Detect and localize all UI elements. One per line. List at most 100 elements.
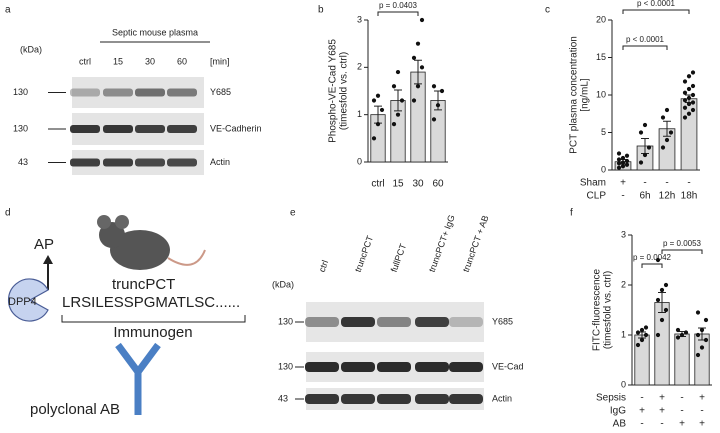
p-value: p < 0.0001 <box>637 0 676 8</box>
blot-label: VE-Cad <box>492 361 524 371</box>
data-point <box>695 310 701 315</box>
data-point <box>643 325 649 330</box>
band <box>103 125 133 133</box>
band <box>167 158 197 167</box>
y-axis-label: FITC-fluorescence <box>592 268 603 351</box>
band <box>135 125 165 133</box>
error-bar <box>394 89 402 112</box>
y-tick-label: 1 <box>357 109 362 119</box>
band <box>377 362 411 372</box>
p-value: p = 0.0403 <box>379 1 418 10</box>
ap-label: AP <box>34 236 54 253</box>
data-point <box>375 93 381 98</box>
band <box>341 362 375 372</box>
row-value: + <box>659 406 665 417</box>
data-point <box>639 327 645 333</box>
y-axis-label: (timesfold vs. ctrl) <box>603 271 614 349</box>
panel-letter: b <box>318 5 324 16</box>
y-tick-label: 0 <box>601 164 606 174</box>
band <box>70 88 100 97</box>
data-point <box>399 98 405 103</box>
row-value: - <box>700 406 703 417</box>
data-point <box>624 153 630 158</box>
row-value: - <box>640 419 643 428</box>
significance-bracket <box>661 249 703 254</box>
data-point <box>635 342 641 348</box>
data-point <box>675 335 681 340</box>
y-axis-label: (timesfold vs. ctrl) <box>339 52 350 130</box>
data-point <box>616 157 622 162</box>
band <box>341 394 375 404</box>
row-value: 18h <box>681 191 698 202</box>
data-point <box>699 327 705 333</box>
lane-label: ctrl <box>79 56 91 66</box>
x-tick-label: ctrl <box>371 179 384 190</box>
band <box>449 362 483 372</box>
data-point <box>655 297 661 303</box>
data-point <box>642 152 648 158</box>
data-point <box>703 317 709 323</box>
panel-letter: f <box>570 208 573 219</box>
data-point <box>686 111 692 116</box>
mw-label: 130 <box>13 87 28 97</box>
row-value: + <box>699 393 705 404</box>
data-point <box>624 162 630 167</box>
x-tick-label: 15 <box>392 179 404 190</box>
error-bar <box>658 292 666 313</box>
enzyme-label: DPP4 <box>8 296 37 308</box>
y-axis-label: PCT plasma concentration <box>569 36 580 154</box>
lane-label: ctrl <box>317 259 331 274</box>
mouse-ear <box>115 215 129 229</box>
mw-label: 130 <box>13 123 28 133</box>
data-point <box>682 105 688 110</box>
data-point <box>620 155 626 161</box>
diagram-d <box>7 215 246 415</box>
y-tick-label: 10 <box>596 89 606 99</box>
panel-letter: e <box>290 208 296 219</box>
bar <box>674 333 690 386</box>
data-point <box>419 65 425 70</box>
row-value: - <box>680 393 683 404</box>
y-tick-label: 20 <box>596 14 606 24</box>
data-point <box>695 352 701 358</box>
data-point <box>642 122 648 128</box>
sequence: LRSILESSPGMATLSC...... <box>62 294 240 311</box>
data-point <box>682 79 688 84</box>
band <box>70 158 100 167</box>
x-tick-label: 30 <box>412 179 424 190</box>
blot-label: Y685 <box>492 316 513 326</box>
y-axis-label: [ng/mL] <box>580 78 591 112</box>
row-label: Sepsis <box>596 393 626 404</box>
data-point <box>616 151 622 156</box>
kda-label: (kDa) <box>20 44 42 54</box>
data-point <box>639 337 645 343</box>
mw-label: 43 <box>18 157 28 167</box>
data-point <box>411 55 417 60</box>
band <box>103 88 133 97</box>
y-tick-label: 2 <box>357 62 362 72</box>
data-point <box>663 307 669 313</box>
row-label: AB <box>613 419 627 428</box>
data-point <box>616 165 622 170</box>
data-point <box>638 160 644 165</box>
data-point <box>371 136 377 141</box>
data-point <box>655 332 661 338</box>
dpp4-shape <box>7 278 49 322</box>
y-axis-label: Phospho-VE-Cad Y685 <box>328 39 339 143</box>
data-point <box>683 330 689 335</box>
panel-letter: c <box>545 5 550 16</box>
data-point <box>419 17 425 23</box>
data-point <box>435 103 441 108</box>
p-value: p = 0.0053 <box>663 239 702 248</box>
lane-label: 60 <box>177 56 187 66</box>
band <box>305 317 339 327</box>
blot-label: Y685 <box>210 87 231 97</box>
data-point <box>643 332 649 338</box>
lane-label: 15 <box>113 56 123 66</box>
kda-label: (kDa) <box>272 279 294 289</box>
x-tick-label: 60 <box>432 179 444 190</box>
row-label: Sham <box>580 178 606 189</box>
data-point <box>690 107 696 113</box>
significance-bracket <box>377 11 419 16</box>
